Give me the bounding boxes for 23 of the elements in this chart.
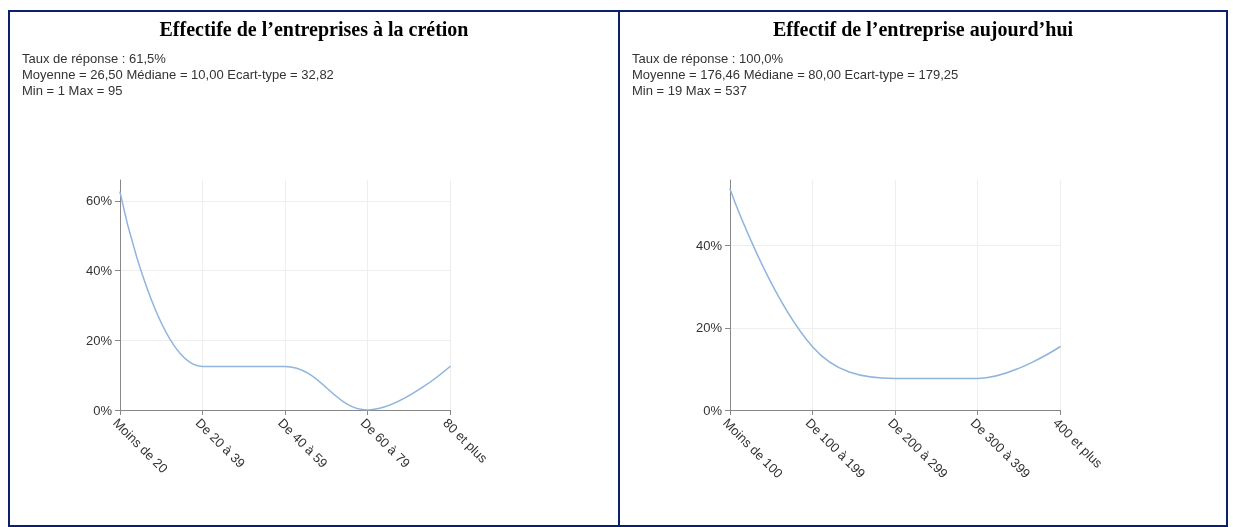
x-tick-label: 400 et plus xyxy=(1050,415,1106,472)
x-tick-label: De 20 à 39 xyxy=(192,415,249,471)
text: Moyenne = 26,50 Médiane = 10,00 Ecart-type = 32,82 xyxy=(22,67,335,83)
y-tick-label: 20% xyxy=(85,332,113,348)
y-tick-label: 40% xyxy=(85,263,113,279)
x-tick-label: De 300 à 399 xyxy=(967,415,1034,482)
x-tick-label: De 60 à 79 xyxy=(357,415,414,471)
text: Taux de réponse : 100,0% xyxy=(632,51,785,67)
y-tick-label: 60% xyxy=(85,193,113,209)
text: Taux de réponse : 61,5% xyxy=(22,51,167,67)
y-tick-label: 20% xyxy=(695,320,723,336)
x-tick-label: De 100 à 199 xyxy=(802,415,869,482)
chart-title: Effectif de l’entreprise aujourd’hui xyxy=(771,18,1075,41)
chart-title: Effectife de l’entreprises à la crétion xyxy=(158,18,470,41)
y-tick-label: 0% xyxy=(93,402,113,418)
y-tick-label: 40% xyxy=(695,238,723,254)
x-tick-label: De 200 à 299 xyxy=(885,415,951,482)
y-tick-label: 0% xyxy=(703,402,723,418)
text: Min = 1 Max = 95 xyxy=(22,83,124,99)
text: Min = 19 Max = 537 xyxy=(632,83,748,99)
x-tick-label: De 40 à 59 xyxy=(275,415,331,471)
text: Moyenne = 176,46 Médiane = 80,00 Ecart-type = 179,25 xyxy=(632,67,960,83)
x-tick-label: 80 et plus xyxy=(440,415,491,467)
